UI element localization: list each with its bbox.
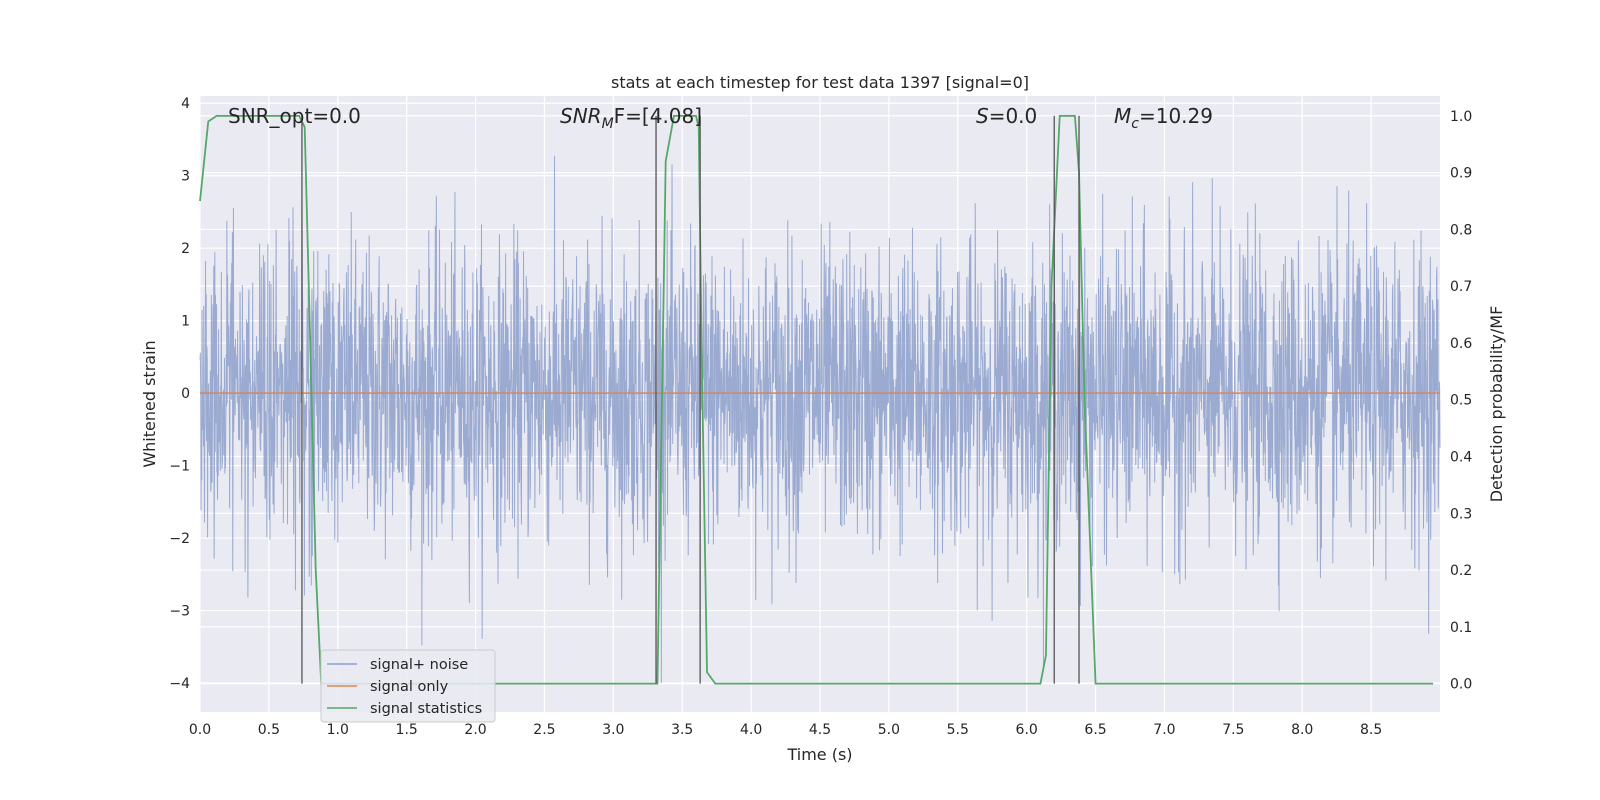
x-tick-label: 1.0	[327, 722, 349, 738]
y-left-tick-label: 0	[181, 386, 190, 402]
y-right-tick-label: 0.0	[1450, 677, 1472, 693]
vertical-markers	[301, 115, 1080, 684]
x-tick-label: 7.0	[1153, 722, 1175, 738]
legend-label-signal-noise: signal+ noise	[370, 657, 468, 673]
signal-noise-line	[199, 155, 1441, 684]
y-right-tick-label: 0.3	[1450, 506, 1472, 522]
x-tick-label: 2.0	[464, 722, 486, 738]
y-right-tick-label: 0.1	[1450, 620, 1472, 636]
annotation-snr-mf: SNRMF=[4.08]	[560, 104, 702, 132]
signal-statistics-line	[199, 114, 1434, 685]
y-axis-left-label: Whitened strain	[140, 340, 159, 467]
series-signal-noise	[199, 155, 1441, 684]
y-left-tick-label: 2	[181, 241, 190, 257]
y-right-tick-label: 0.5	[1450, 393, 1472, 409]
annotation-snr-mf-value: F=[4.08]	[614, 104, 702, 128]
legend-label-signal-statistics: signal statistics	[370, 701, 482, 717]
y-left-tick-label: −4	[169, 676, 190, 692]
x-tick-label: 3.0	[602, 722, 624, 738]
annotation-mc-subscript: c	[1131, 116, 1139, 132]
series-signal-statistics	[199, 114, 1434, 685]
annotation-mc: Mc=10.29	[1114, 104, 1213, 132]
y-axis-right-ticks: 1.0 0.9 0.8 0.7 0.6 0.5 0.4 0.3 0.2 0.1 0.0	[1450, 109, 1472, 693]
annotation-s: S=0.0	[976, 104, 1037, 128]
x-tick-label: 6.0	[1016, 722, 1038, 738]
annotation-s-symbol: S	[976, 104, 989, 128]
y-left-tick-label: −1	[169, 459, 190, 475]
x-tick-label: 5.0	[878, 722, 900, 738]
legend-label-signal-only: signal only	[370, 679, 449, 695]
x-tick-label: 4.5	[809, 722, 831, 738]
annotation-snr-mf-subscript: M	[602, 116, 614, 132]
x-tick-label: 7.5	[1222, 722, 1244, 738]
x-tick-label: 4.0	[740, 722, 762, 738]
y-right-tick-label: 0.4	[1450, 450, 1472, 466]
y-right-tick-label: 1.0	[1450, 109, 1472, 125]
y-right-tick-label: 0.9	[1450, 166, 1472, 182]
y-left-tick-label: −3	[169, 604, 190, 620]
legend: signal+ noise signal only signal statist…	[320, 649, 496, 723]
legend-box	[320, 649, 496, 723]
annotation-s-value: =0.0	[989, 104, 1038, 128]
x-axis-ticks: 0.0 0.5 1.0 1.5 2.0 2.5 3.0 3.5 4.0 4.5 5.0 5.5 6.0 6…	[189, 722, 1382, 738]
y-right-tick-label: 0.6	[1450, 336, 1472, 352]
y-axis-left-ticks: 4 3 2 1 0 −1 −2 −3 −4	[169, 96, 190, 692]
annotation-snr-opt: SNR_opt=0.0	[228, 104, 361, 128]
x-tick-label: 1.5	[396, 722, 418, 738]
y-left-tick-label: 3	[181, 169, 190, 185]
annotation-mc-symbol: M	[1114, 104, 1131, 128]
x-axis-label: Time (s)	[786, 745, 852, 764]
y-left-tick-label: 1	[181, 314, 190, 330]
y-axis-right-label: Detection probability/MF	[1487, 306, 1506, 503]
y-right-tick-label: 0.8	[1450, 222, 1472, 238]
annotation-snr-mf-symbol: SNR	[560, 104, 602, 128]
x-tick-label: 8.0	[1291, 722, 1313, 738]
x-tick-label: 8.5	[1360, 722, 1382, 738]
y-right-tick-label: 0.7	[1450, 279, 1472, 295]
x-tick-label: 5.5	[947, 722, 969, 738]
x-tick-label: 0.5	[258, 722, 280, 738]
annotation-mc-value: =10.29	[1139, 104, 1213, 128]
chart-title: stats at each timestep for test data 139…	[611, 73, 1029, 92]
x-tick-label: 6.5	[1084, 722, 1106, 738]
x-tick-label: 0.0	[189, 722, 211, 738]
y-left-tick-label: −2	[169, 531, 190, 547]
x-tick-label: 2.5	[533, 722, 555, 738]
y-left-tick-label: 4	[181, 96, 190, 112]
y-right-tick-label: 0.2	[1450, 563, 1472, 579]
x-tick-label: 3.5	[671, 722, 693, 738]
